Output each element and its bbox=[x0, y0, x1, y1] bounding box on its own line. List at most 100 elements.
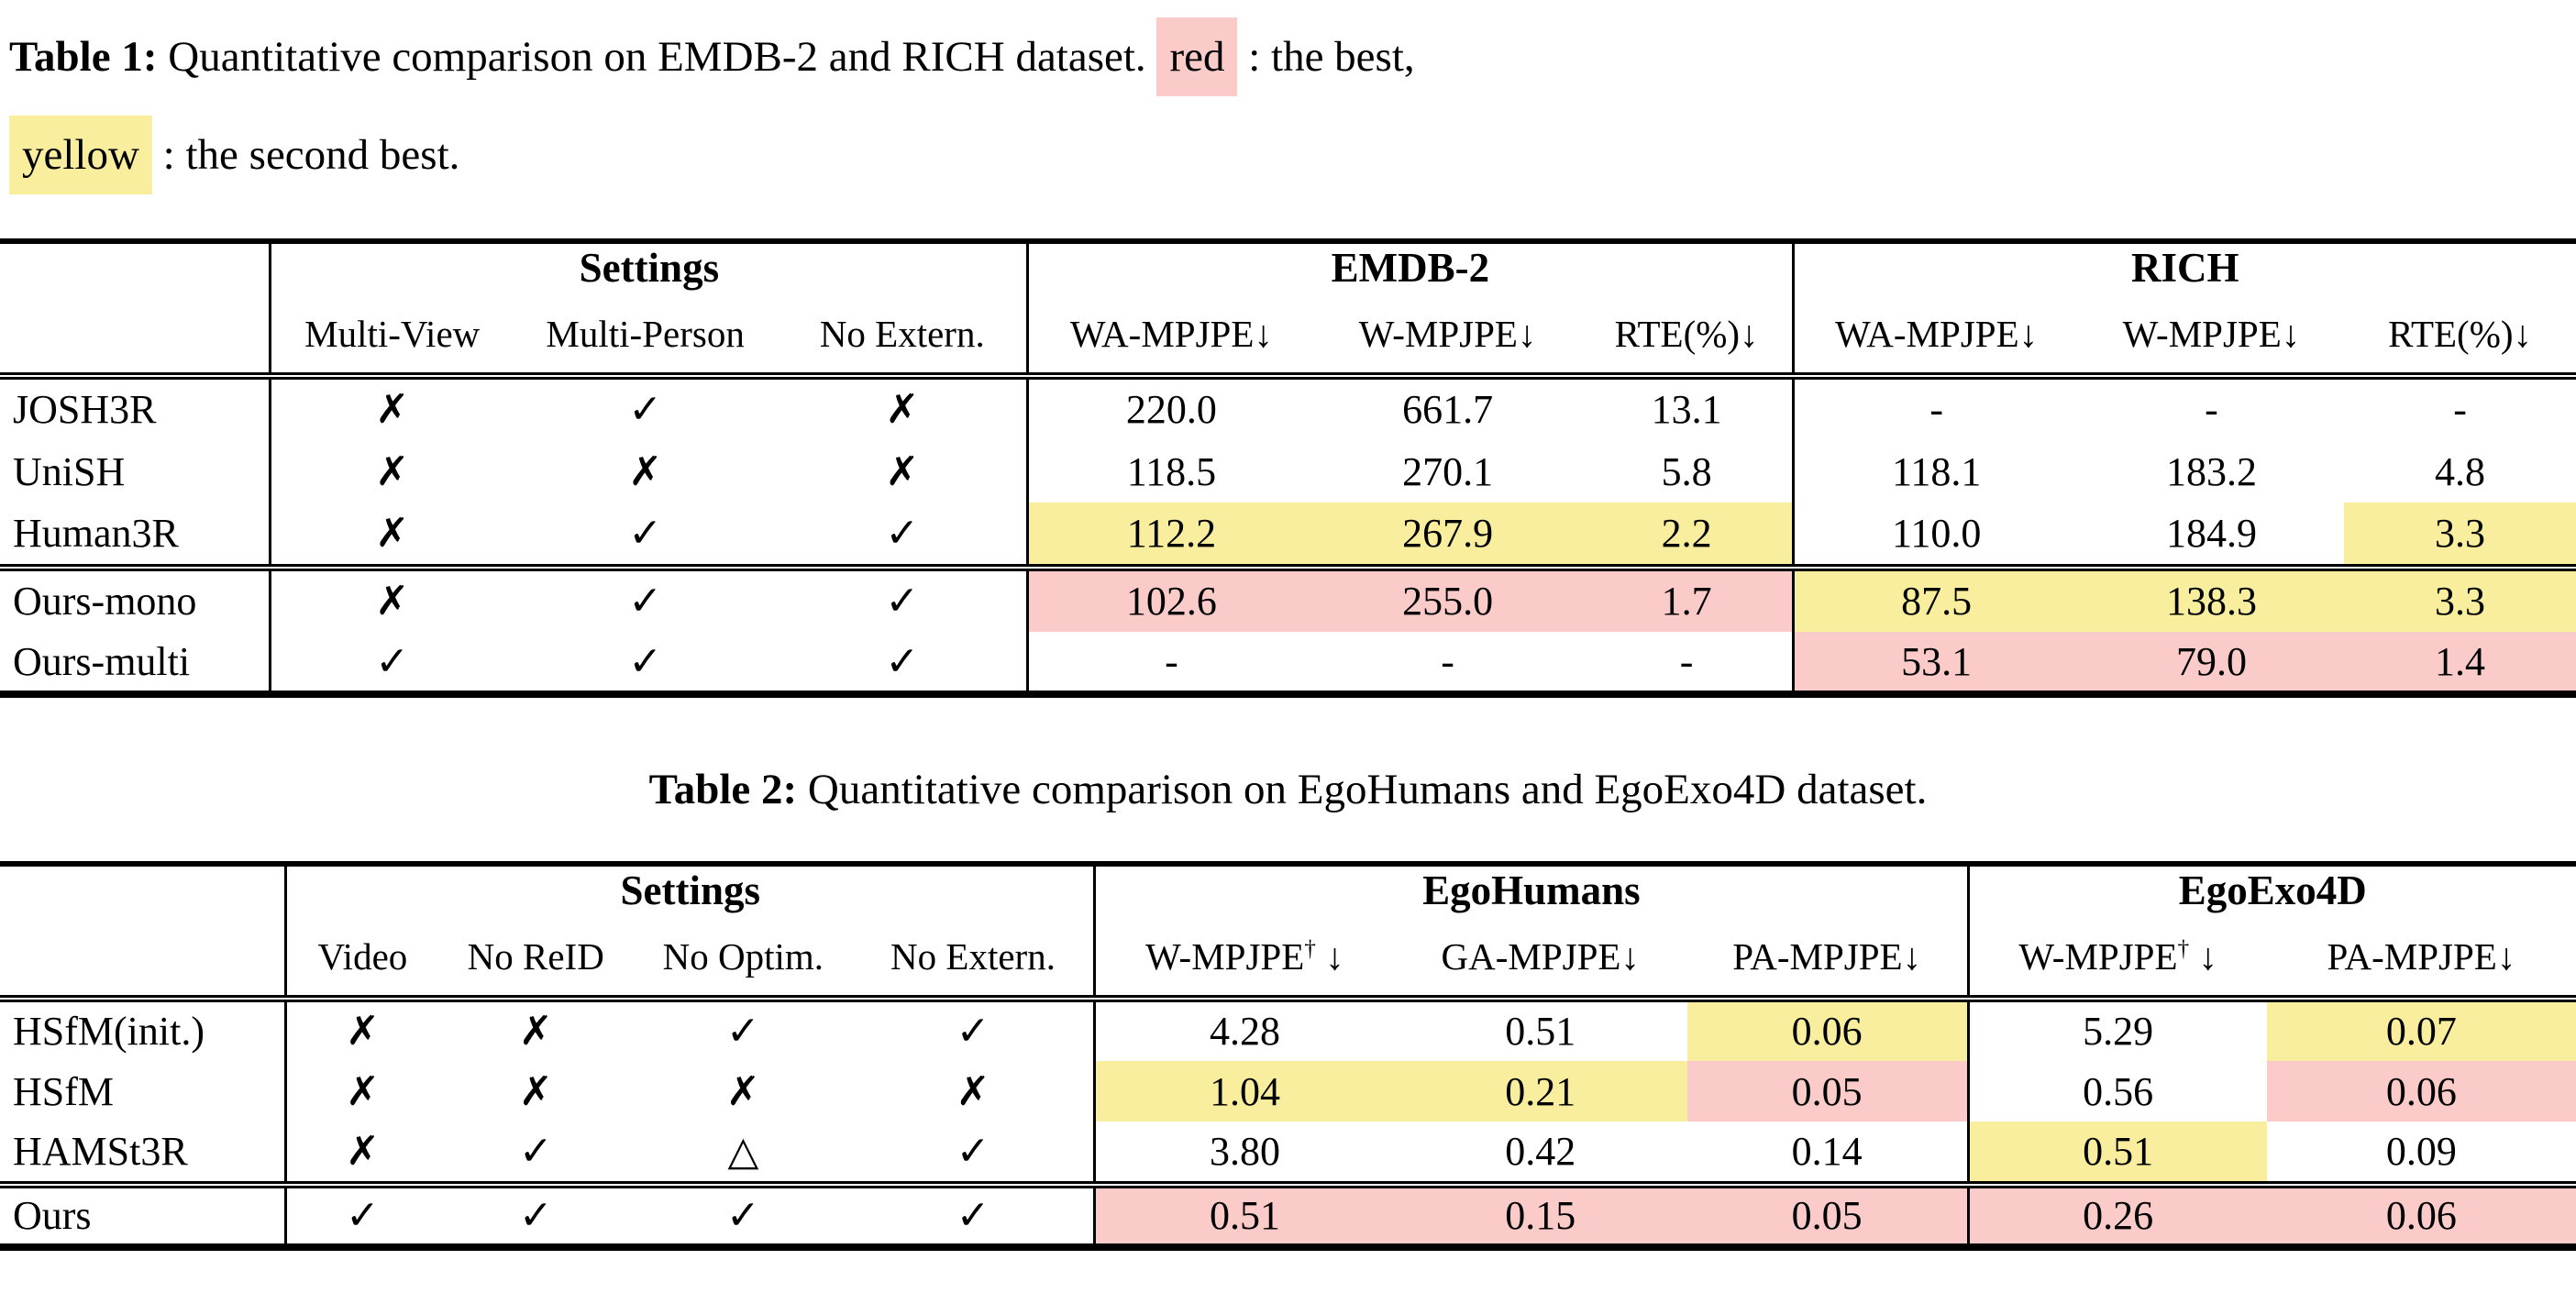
group-header-egoexo4d: EgoExo4D bbox=[1966, 864, 2576, 918]
cell: 3.3 bbox=[2344, 503, 2576, 565]
cell: ✓ bbox=[725, 1193, 760, 1239]
table1-baselines-body: JOSH3R ✗ ✓ ✗ 220.0 661.7 13.1- - - UniSH ✗ ✗ ✗ 118.5 2… bbox=[0, 378, 2576, 565]
cell: 0.51 bbox=[1505, 1009, 1576, 1055]
cell: 0.06 bbox=[2266, 1061, 2576, 1122]
cell: 53.1 bbox=[1791, 632, 2079, 694]
second-color-swatch: yellow bbox=[9, 115, 152, 194]
cell: ✓ bbox=[628, 638, 663, 684]
cell: 87.5 bbox=[1791, 569, 2079, 632]
column-header: Multi-Person bbox=[546, 312, 745, 355]
cell: - bbox=[1791, 378, 2079, 440]
cell: ✗ bbox=[284, 1000, 438, 1061]
down-arrow-icon: ↓ bbox=[2189, 934, 2217, 978]
cell: 110.0 bbox=[1791, 503, 2079, 565]
cell: ✗ bbox=[956, 1068, 990, 1114]
cell: - bbox=[1679, 638, 1694, 684]
column-header: PA-MPJPE↓ bbox=[1732, 934, 1922, 978]
cell: ✓ bbox=[956, 1009, 990, 1055]
table1-caption-text: Quantitative comparison on EMDB-2 and RI… bbox=[157, 32, 1157, 81]
cell: 138.3 bbox=[2078, 569, 2345, 632]
table1-caption-line2: yellow : the second best. bbox=[0, 105, 2576, 204]
cell: △ bbox=[727, 1128, 759, 1174]
cell: 102.6 bbox=[1026, 569, 1314, 632]
cell: ✗ bbox=[284, 1122, 438, 1182]
group-separator-rule bbox=[0, 1180, 2576, 1188]
group-header-settings: Settings bbox=[284, 864, 1095, 918]
cell: ✗ bbox=[885, 387, 920, 433]
cell: - bbox=[1441, 638, 1454, 684]
row-label: Ours-multi bbox=[13, 638, 191, 684]
table1-column-header-row: Multi-View Multi-Person No Extern. WA-MP… bbox=[0, 295, 2576, 373]
column-header: W-MPJPE† ↓ bbox=[1093, 918, 1394, 996]
table-row: Human3R ✗ ✓ ✓ 112.2 267.9 2.2 110.0 184.9 3.3 bbox=[0, 503, 2576, 565]
corner-cell bbox=[0, 918, 286, 996]
table1-caption: Table 1: Quantitative comparison on EMDB… bbox=[0, 0, 2576, 204]
corner-cell bbox=[0, 295, 271, 373]
corner-cell bbox=[0, 864, 286, 918]
column-header: WA-MPJPE↓ bbox=[1791, 295, 2079, 373]
cell: 0.56 bbox=[1966, 1061, 2267, 1122]
cell: ✓ bbox=[885, 638, 920, 684]
cell: 220.0 bbox=[1026, 378, 1314, 440]
table2-caption: Table 2: Quantitative comparison on EgoH… bbox=[0, 753, 2576, 826]
table-row: UniSH ✗ ✗ ✗ 118.5 270.1 5.8 118.1 183.2 4.8 bbox=[0, 440, 2576, 503]
row-label: UniSH bbox=[13, 448, 126, 494]
cell: ✗ bbox=[269, 569, 513, 632]
cell: 0.07 bbox=[2266, 1000, 2576, 1061]
cell: 0.26 bbox=[1966, 1187, 2267, 1247]
cell: ✗ bbox=[269, 440, 513, 503]
dagger-mark: † bbox=[2177, 935, 2190, 962]
header-separator-rule bbox=[0, 371, 2576, 380]
cell: ✗ bbox=[725, 1068, 760, 1114]
cell: 0.51 bbox=[1093, 1187, 1394, 1247]
table1-caption-best-text: : the best, bbox=[1237, 32, 1415, 81]
cell: 1.7 bbox=[1581, 569, 1793, 632]
table2-column-header-row: Video No ReID No Optim. No Extern. W-MPJ… bbox=[0, 918, 2576, 996]
cell: ✓ bbox=[956, 1128, 990, 1174]
table2-ours-body: Ours ✓ ✓ ✓ ✓ 0.51 0.15 0.05 0.26 0.06 bbox=[0, 1187, 2576, 1247]
table-row: Ours ✓ ✓ ✓ ✓ 0.51 0.15 0.05 0.26 0.06 bbox=[0, 1187, 2576, 1247]
row-label: JOSH3R bbox=[13, 387, 157, 433]
column-header: W-MPJPE↓ bbox=[2122, 312, 2301, 355]
table1-caption-line1: Table 1: Quantitative comparison on EMDB… bbox=[0, 7, 2576, 105]
table1-header: Settings EMDB-2 RICH Multi-View Multi-Pe… bbox=[0, 241, 2576, 373]
group-header-egohumans: EgoHumans bbox=[1093, 864, 1968, 918]
cell: 1.04 bbox=[1093, 1061, 1394, 1122]
table-row: HSfM ✗ ✗ ✗ ✗ 1.04 0.21 0.05 0.56 0.06 bbox=[0, 1061, 2576, 1122]
dagger-mark: † bbox=[1304, 935, 1316, 962]
column-header: W-MPJPE† ↓ bbox=[1966, 918, 2267, 996]
cell: 2.2 bbox=[1581, 503, 1793, 565]
header-separator-rule bbox=[0, 994, 2576, 1002]
cell: ✗ bbox=[269, 503, 513, 565]
cell: ✓ bbox=[628, 579, 663, 624]
column-header: Multi-View bbox=[269, 295, 513, 373]
cell: 0.51 bbox=[1966, 1122, 2267, 1182]
table1-caption-second-text: : the second best. bbox=[151, 130, 460, 179]
group-header-emdb2: EMDB-2 bbox=[1026, 241, 1793, 295]
cell: 118.5 bbox=[1026, 440, 1314, 503]
table-row: Ours-mono ✗ ✓ ✓ 102.6 255.0 1.7 87.5 138.3 3.3 bbox=[0, 569, 2576, 632]
row-label: HSfM(init.) bbox=[13, 1009, 205, 1055]
cell: ✓ bbox=[269, 632, 513, 694]
corner-cell bbox=[0, 241, 271, 295]
column-header: RTE(%)↓ bbox=[2388, 312, 2533, 355]
metric-name: W-MPJPE bbox=[2018, 934, 2178, 978]
table2-header: Settings EgoHumans EgoExo4D Video No ReI… bbox=[0, 864, 2576, 996]
table1-quantitative-emdb2-rich: Settings EMDB-2 RICH Multi-View Multi-Pe… bbox=[0, 238, 2576, 698]
cell: 270.1 bbox=[1402, 448, 1494, 494]
column-header: No Extern. bbox=[819, 312, 985, 355]
best-color-swatch: red bbox=[1156, 17, 1238, 96]
row-label: HSfM bbox=[13, 1068, 115, 1114]
cell: 3.3 bbox=[2344, 569, 2576, 632]
cell: ✓ bbox=[725, 1009, 760, 1055]
cell: 661.7 bbox=[1402, 387, 1494, 433]
cell: 79.0 bbox=[2078, 632, 2345, 694]
column-header: WA-MPJPE↓ bbox=[1026, 295, 1314, 373]
table1-group-header-row: Settings EMDB-2 RICH bbox=[0, 241, 2576, 295]
cell: 0.14 bbox=[1791, 1128, 1863, 1174]
cell: ✓ bbox=[628, 510, 663, 556]
column-header: No Optim. bbox=[662, 934, 824, 978]
cell: 184.9 bbox=[2165, 510, 2257, 556]
cell: 0.21 bbox=[1393, 1061, 1687, 1122]
